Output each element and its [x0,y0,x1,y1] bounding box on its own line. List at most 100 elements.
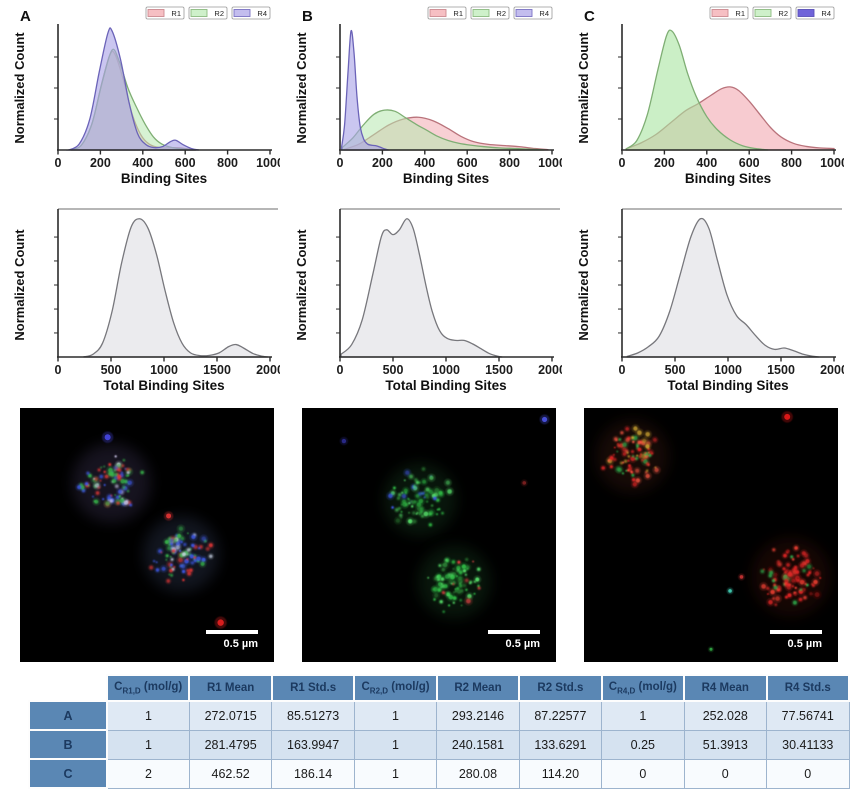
density-area-R4 [341,29,389,151]
x-tick-label: 1000 [256,156,280,170]
y-axis-title: Normalized Count [294,229,309,341]
scale-bar-label: 0.5 µm [224,638,259,650]
table-cell: 240.1581 [436,729,520,760]
table-cell: 272.0715 [188,700,273,731]
x-tick-label: 1000 [714,363,742,377]
density-area-R2 [625,29,769,151]
legend-swatch-R4 [233,9,251,17]
isolated-dot [104,434,111,441]
x-tick-label: 400 [132,156,153,170]
legend-label: R1 [735,9,745,18]
table-cell: 0 [683,758,768,789]
legend-item-R4: R4 [231,6,271,20]
x-tick-label: 0 [55,363,62,377]
legend-swatch-R4 [515,9,533,17]
x-axis-title: Total Binding Sites [103,378,224,393]
table-row-B: B 1 281.4795 163.9947 1 240.1581 133.6291 0.25 5… [28,729,850,760]
scale-bar-label: 0.5 µm [506,638,541,650]
x-tick-label: 0 [55,156,62,170]
table-cell: 0 [601,758,685,789]
isolated-dot [739,575,744,579]
isolated-dot [217,619,224,626]
table-cell: 163.9947 [271,729,355,760]
panel-label-B: B [302,8,313,25]
row-label-B: B [28,729,108,760]
table-cell: 77.56741 [766,700,850,731]
isolated-dot [541,416,548,423]
legend-item-R4: R4 [513,6,553,20]
x-axis-title: Total Binding Sites [385,378,506,393]
isolated-dot [522,481,527,485]
binding-sites-chart-B: 0 200 400 600 800 1000 Binding Sites Normalized… [292,4,568,195]
panel-A: A 0 200 400 600 800 1000 Binding Sites Normaliz… [4,2,286,662]
table-cell: 281.4795 [188,729,273,760]
legend-swatch-R4 [797,9,815,17]
legend-item-R1: R1 [427,6,467,20]
x-tick-label: 200 [90,156,111,170]
results-table-container: CR1,D (mol/g) R1 Mean R1 Std.s CR2,D (mol/g… [4,674,852,789]
x-tick-label: 400 [414,156,435,170]
isolated-dot [709,647,713,651]
x-tick-label: 400 [696,156,717,170]
density-area-R2 [341,109,545,151]
table-row-C: C 2 462.52 186.14 1 280.08 114.20 0 0 0 [28,758,850,789]
table-cell: 51.3913 [683,729,768,760]
y-axis-title: Normalized Count [12,229,27,341]
isolated-dot [728,589,732,593]
image-background [20,408,274,662]
x-tick-label: 600 [739,156,760,170]
table-row-A: A 1 272.0715 85.51273 1 293.2146 87.22577 1 252.… [28,700,850,731]
density-area-R4 [66,27,200,151]
binding-sites-chart-A: 0 200 400 600 800 1000 Binding Sites Normalized… [10,4,286,195]
x-tick-label: 500 [101,363,122,377]
cluster-dots [147,524,215,585]
table-corner-cell [29,675,107,701]
density-area-Total [340,218,503,358]
cluster-dots [426,556,482,614]
table-cell: 462.52 [188,758,273,789]
x-tick-label: 0 [337,156,344,170]
x-axis-title: Binding Sites [403,171,489,186]
x-tick-label: 600 [175,156,196,170]
legend-label: R2 [496,9,506,18]
table-cell: 1 [106,700,190,731]
legend-swatch-R2 [754,9,772,17]
x-tick-label: 1000 [150,363,178,377]
legend-item-R4: R4 [795,6,835,20]
table-header-cell: R4 Mean [683,674,768,702]
x-tick-label: 800 [781,156,802,170]
legend-swatch-R2 [190,9,208,17]
legend-label: R4 [821,9,831,18]
legend-swatch-R2 [472,9,490,17]
legend-label: R2 [214,9,224,18]
y-axis-title: Normalized Count [576,32,591,144]
table-header-cell: CR4,D (mol/g) [600,674,686,702]
isolated-dot [341,438,347,444]
table-header-row: CR1,D (mol/g) R1 Mean R1 Std.s CR2,D (mol/g… [29,674,850,702]
table-cell: 1 [106,729,190,760]
table-header-cell: R2 Mean [435,674,521,702]
x-tick-label: 200 [372,156,393,170]
microscopy-image-C: 0.5 µm [584,408,838,662]
row-label-A: A [28,700,108,731]
panel-row: A 0 200 400 600 800 1000 Binding Sites Normaliz… [4,2,852,662]
x-tick-label: 1500 [485,363,513,377]
legend-item-R2: R2 [752,6,792,20]
x-tick-label: 0 [619,156,626,170]
x-tick-label: 0 [337,363,344,377]
results-table: CR1,D (mol/g) R1 Mean R1 Std.s CR2,D (mol/g… [28,674,850,789]
table-cell: 280.08 [436,758,520,789]
legend-swatch-R1 [147,9,165,17]
table-cell: 1 [353,758,438,789]
microscopy-image-B: 0.5 µm [302,408,556,662]
x-tick-label: 800 [499,156,520,170]
legend-label: R2 [778,9,788,18]
x-axis-title: Binding Sites [685,171,771,186]
table-cell: 133.6291 [518,729,603,760]
